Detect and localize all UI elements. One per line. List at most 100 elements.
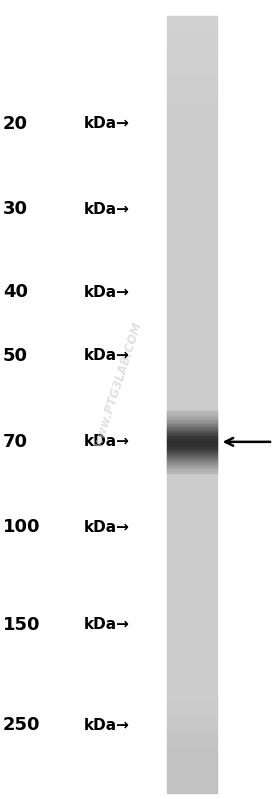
Bar xyxy=(167,407,217,409)
Bar xyxy=(167,115,217,117)
Bar xyxy=(167,791,217,793)
Bar xyxy=(167,199,217,201)
Bar xyxy=(167,221,217,222)
Bar xyxy=(167,77,217,78)
Bar xyxy=(167,516,217,519)
Bar xyxy=(167,129,217,131)
Bar xyxy=(167,483,217,485)
Bar xyxy=(167,522,217,524)
Bar xyxy=(167,49,217,51)
Bar xyxy=(167,142,217,145)
Bar xyxy=(167,440,217,443)
Bar xyxy=(167,757,217,760)
Bar xyxy=(167,734,217,736)
Bar xyxy=(167,682,217,684)
Bar xyxy=(167,769,217,771)
Bar xyxy=(167,135,217,137)
Bar xyxy=(167,524,217,526)
Bar xyxy=(167,584,217,586)
Bar xyxy=(167,606,217,608)
Bar xyxy=(167,328,217,329)
Bar xyxy=(167,676,217,678)
Bar xyxy=(167,195,217,197)
Bar xyxy=(167,341,217,343)
Bar xyxy=(167,127,217,129)
Bar xyxy=(167,189,217,191)
Bar xyxy=(167,419,217,421)
Bar xyxy=(167,718,217,721)
Bar xyxy=(167,46,217,47)
Bar xyxy=(167,789,217,791)
Bar xyxy=(167,481,217,483)
Bar xyxy=(167,618,217,619)
Bar xyxy=(167,343,217,345)
Bar xyxy=(167,16,217,18)
Bar xyxy=(167,82,217,84)
Bar xyxy=(167,149,217,150)
Bar xyxy=(167,397,217,400)
Text: 30: 30 xyxy=(3,201,28,218)
Bar xyxy=(167,104,217,105)
Bar xyxy=(167,458,217,459)
Bar xyxy=(167,462,217,463)
Bar xyxy=(167,62,217,65)
Bar xyxy=(167,100,217,101)
Bar xyxy=(167,93,217,96)
Bar xyxy=(167,614,217,615)
Bar xyxy=(167,654,217,656)
Bar xyxy=(167,604,217,606)
Bar xyxy=(167,590,217,592)
Bar xyxy=(167,22,217,24)
Bar xyxy=(167,435,217,436)
Bar xyxy=(167,287,217,288)
Bar xyxy=(167,409,217,411)
Bar xyxy=(167,690,217,691)
Bar xyxy=(167,97,217,100)
Bar xyxy=(167,553,217,555)
Bar xyxy=(167,172,217,173)
Bar xyxy=(167,405,217,407)
Bar xyxy=(167,252,217,253)
Bar xyxy=(167,225,217,226)
Bar xyxy=(167,185,217,187)
Text: kDa→: kDa→ xyxy=(84,520,130,535)
Bar xyxy=(167,565,217,566)
Bar xyxy=(167,432,217,435)
Bar xyxy=(167,273,217,275)
Bar xyxy=(167,687,217,690)
Bar xyxy=(167,257,217,260)
Bar xyxy=(167,459,217,462)
Bar xyxy=(167,699,217,702)
Bar xyxy=(167,69,217,70)
Bar xyxy=(167,756,217,757)
Bar xyxy=(167,760,217,761)
Bar xyxy=(167,610,217,611)
Bar xyxy=(167,650,217,653)
Bar xyxy=(167,622,217,623)
Bar xyxy=(167,526,217,528)
Bar xyxy=(167,211,217,213)
Bar xyxy=(167,80,217,82)
Bar xyxy=(167,725,217,726)
Bar xyxy=(167,411,217,413)
Bar xyxy=(167,736,217,738)
Bar xyxy=(167,519,217,520)
Bar xyxy=(167,753,217,756)
Bar xyxy=(167,726,217,729)
Bar xyxy=(167,570,217,573)
Bar xyxy=(167,668,217,670)
Bar xyxy=(167,55,217,57)
Bar xyxy=(167,121,217,123)
Bar xyxy=(167,263,217,265)
Bar xyxy=(167,35,217,38)
Bar xyxy=(167,783,217,785)
Bar xyxy=(167,26,217,28)
Bar xyxy=(167,109,217,111)
Bar xyxy=(167,51,217,53)
Bar xyxy=(167,279,217,280)
Bar xyxy=(167,781,217,783)
Bar xyxy=(167,312,217,314)
Bar xyxy=(167,746,217,748)
Bar xyxy=(167,775,217,777)
Bar xyxy=(167,173,217,176)
